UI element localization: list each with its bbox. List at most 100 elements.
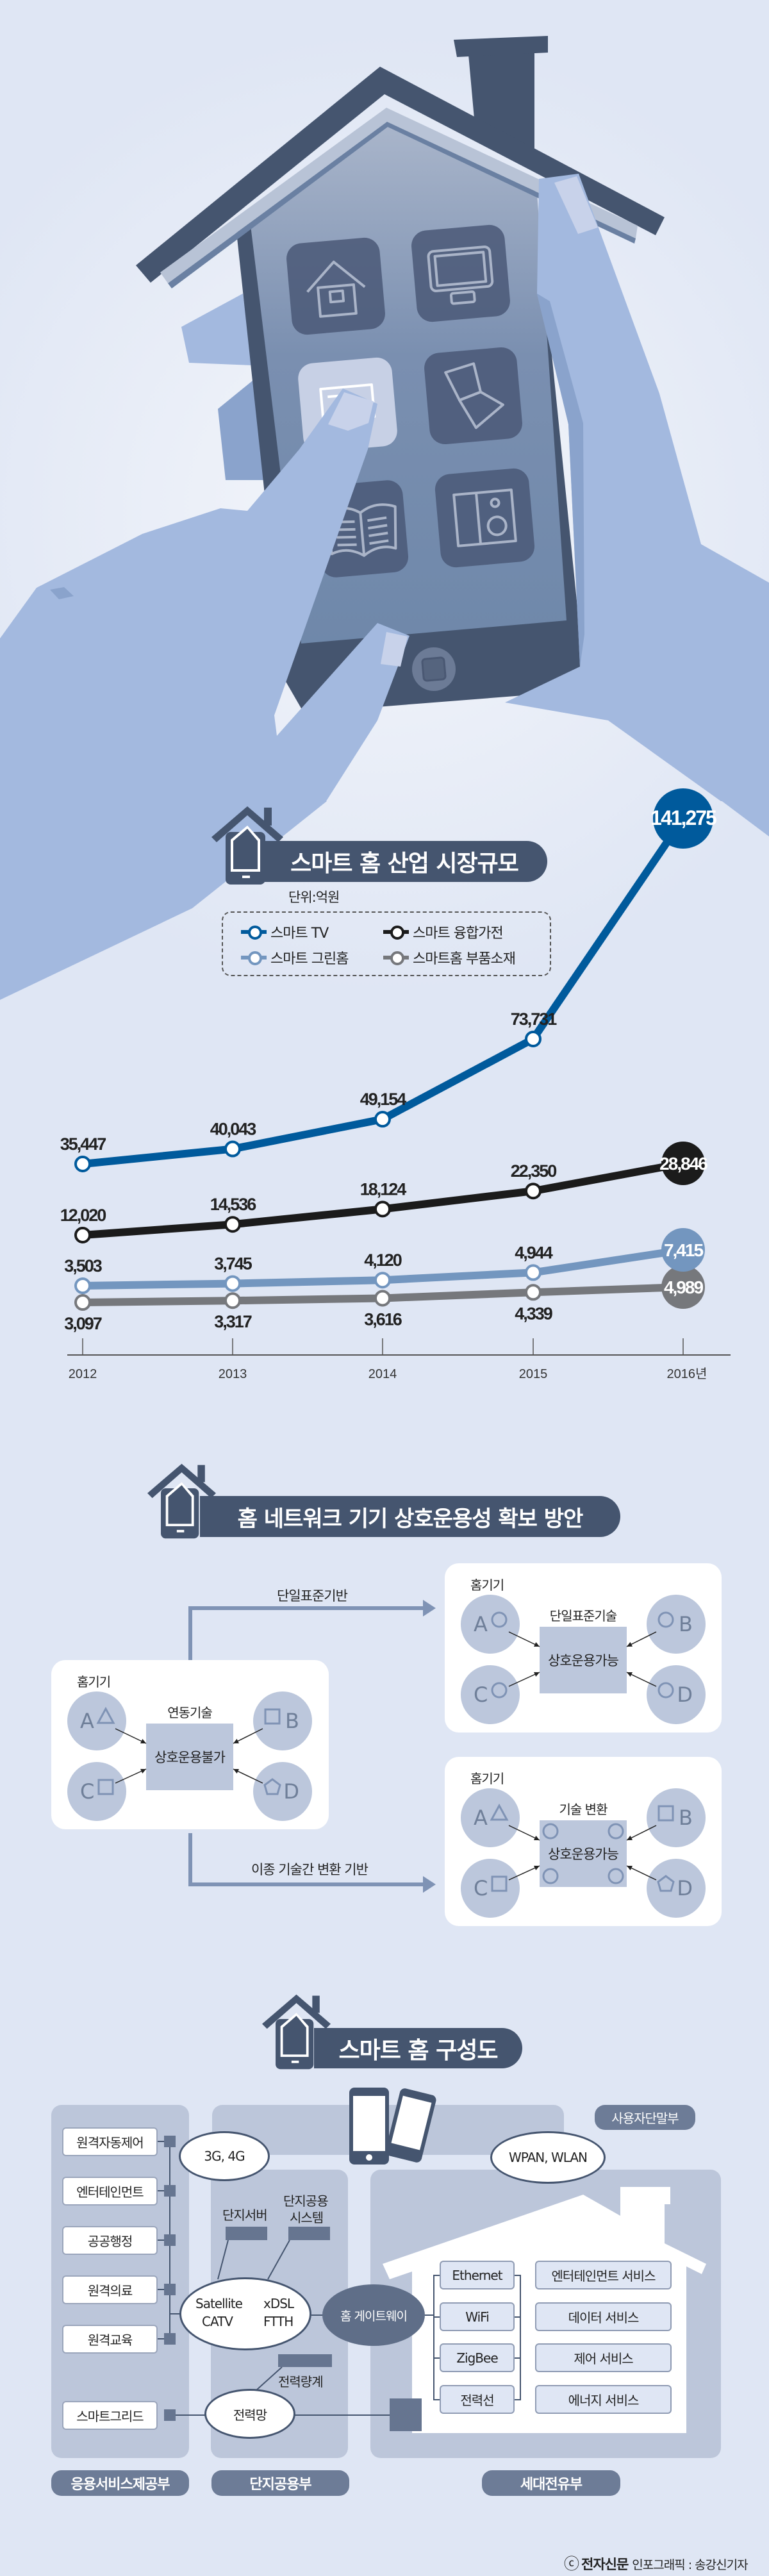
hero-illustration <box>0 0 769 1026</box>
section1-title: 스마트 홈 산업 시장규모 <box>261 841 547 882</box>
triangle-icon <box>490 1803 509 1821</box>
xdsl-label: xDSL <box>263 2296 294 2311</box>
interop-center-box: 상호운용가능 <box>540 1627 627 1693</box>
arrow <box>508 1825 540 1841</box>
interop-center-box: 상호운용불가 <box>146 1724 233 1790</box>
device-label: A <box>474 1806 488 1830</box>
house-phone-icon <box>147 1463 216 1539</box>
data-point <box>525 1284 542 1301</box>
tech-label: 단일표준기술 <box>549 1608 617 1624</box>
arrow <box>626 1631 657 1647</box>
legend-item-green-home: 스마트 그린홈 <box>241 947 349 968</box>
arrowhead <box>627 1835 633 1840</box>
pentagon-icon <box>263 1778 281 1795</box>
device-label: D <box>677 1876 693 1900</box>
data-label: 4,989 <box>664 1277 703 1297</box>
network-wpan-wlan: WPAN, WLAN <box>490 2131 606 2184</box>
device-shapes <box>96 1706 281 1795</box>
data-label: 4,944 <box>515 1243 553 1262</box>
legend-label: 스마트 TV <box>270 926 329 942</box>
complex-system-label-2: 시스템 <box>290 2210 324 2225</box>
arrow <box>115 1728 147 1744</box>
device-label: B <box>679 1612 693 1636</box>
device-c: C <box>461 1859 520 1918</box>
legend-marker <box>241 951 267 965</box>
arrowhead <box>627 1865 633 1871</box>
end-value-marker <box>661 1141 705 1185</box>
data-point <box>525 1264 542 1281</box>
data-label: 3,503 <box>64 1256 103 1276</box>
arrowhead <box>627 1641 633 1647</box>
data-point <box>74 1226 91 1243</box>
house-icon[interactable] <box>285 237 386 336</box>
arrow-single-standard <box>188 1606 426 1660</box>
arrowhead <box>534 1641 540 1647</box>
arrowhead <box>233 1768 239 1774</box>
data-point <box>74 1277 91 1295</box>
device-label: C <box>474 1683 488 1707</box>
home-service-entertainment: 엔터테인먼트 서비스 <box>535 2261 672 2289</box>
service-entertainment: 엔터테인먼트 <box>62 2177 158 2206</box>
device-label: C <box>474 1876 488 1900</box>
end-value-marker <box>661 1228 705 1272</box>
data-label: 4,120 <box>364 1251 402 1270</box>
device-d: D <box>647 1665 706 1724</box>
legend-marker <box>241 926 267 940</box>
arrow-conversion <box>188 1833 426 1886</box>
x-tick-label: 2012 <box>69 1367 97 1381</box>
home-devices-box-single-standard: 홈기기 단일표준기술 상호운용가능 A B C D <box>445 1563 722 1733</box>
data-label: 12,020 <box>60 1206 106 1225</box>
pentagon-icon <box>657 1875 675 1892</box>
protocol-powerline: 전력선 <box>440 2385 515 2414</box>
zone-household: 세대전유부 <box>482 2470 620 2496</box>
arrowhead <box>534 1672 540 1677</box>
arrowhead <box>627 1672 633 1677</box>
square-icon <box>491 1875 508 1892</box>
data-point <box>525 1030 542 1047</box>
protocol-zigbee: ZigBee <box>440 2343 515 2372</box>
speaker-icon[interactable] <box>434 467 536 569</box>
protocol-wifi: WiFi <box>440 2302 515 2331</box>
circle-icon <box>491 1682 508 1699</box>
arrow <box>233 1768 263 1784</box>
device-d: D <box>647 1859 706 1918</box>
device-label: B <box>679 1806 693 1830</box>
device-b: B <box>253 1691 312 1750</box>
x-tick-label: 2016년 <box>667 1367 707 1381</box>
credit: ⓒ 전자신문 인포그래픽 : 송강신기자 <box>564 2551 748 2573</box>
service-public-admin: 공공행정 <box>62 2226 158 2255</box>
data-point <box>224 1292 241 1309</box>
unit-label: 단위:억원 <box>288 890 340 905</box>
data-point <box>74 1294 91 1311</box>
home-devices-box-conversion: 홈기기 기술 변환 상호운용가능 A B C D <box>445 1757 722 1926</box>
data-point <box>224 1275 241 1292</box>
access-network-ellipse: Satellite CATV xDSL FTTH <box>179 2277 311 2350</box>
data-label: 40,043 <box>210 1120 257 1139</box>
data-label: 7,415 <box>664 1240 703 1260</box>
device-shapes <box>490 1803 675 1892</box>
data-label: 3,097 <box>64 1314 102 1333</box>
left-hand <box>0 388 409 801</box>
arrow <box>508 1672 540 1687</box>
device-b: B <box>647 1788 706 1847</box>
data-label: 3,317 <box>214 1312 252 1331</box>
square-icon <box>97 1779 114 1795</box>
monitor-icon[interactable] <box>410 224 511 323</box>
circle-icon <box>657 1682 674 1699</box>
end-value-marker <box>661 1265 705 1309</box>
home-service-energy: 에너지 서비스 <box>535 2385 672 2414</box>
laptop-icon[interactable] <box>423 346 524 445</box>
power-grid: 전력망 <box>204 2389 295 2439</box>
triangle-icon <box>96 1706 115 1724</box>
data-label: 49,154 <box>360 1090 407 1109</box>
smartphones-icon <box>349 2088 436 2165</box>
complex-server-box <box>226 2227 267 2240</box>
arrowhead <box>423 1876 436 1893</box>
satellite-label: Satellite <box>195 2296 243 2311</box>
chimney <box>454 36 548 154</box>
ftth-label: FTTH <box>263 2314 294 2329</box>
arrowhead <box>534 1865 540 1870</box>
zone-complex-common: 단지공용부 <box>211 2470 349 2496</box>
data-point <box>525 1183 542 1200</box>
arrow-bottom-label: 이종 기술간 변환 기반 <box>251 1862 368 1877</box>
